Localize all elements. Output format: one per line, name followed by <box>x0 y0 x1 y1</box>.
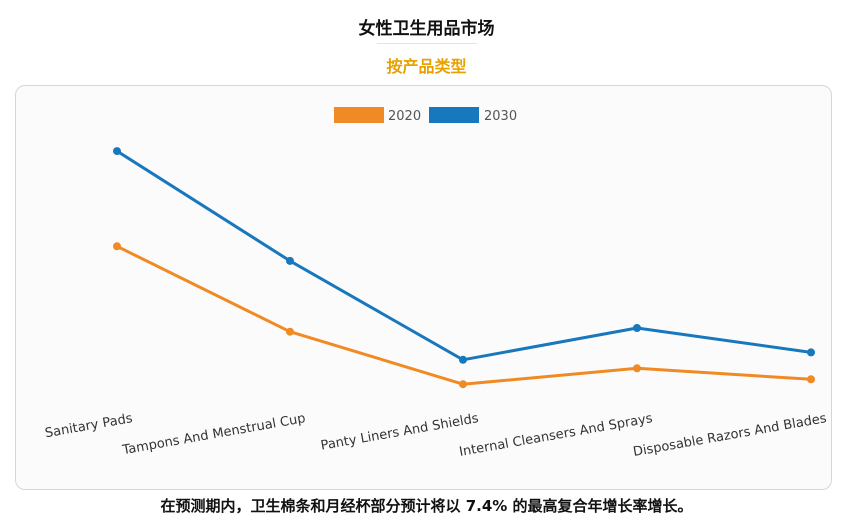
series-lines <box>115 149 813 386</box>
data-point-2020-3 <box>633 364 641 373</box>
data-points <box>113 147 815 389</box>
title-divider <box>377 43 477 44</box>
data-point-2030-2 <box>459 355 467 364</box>
data-point-2030-4 <box>807 348 815 357</box>
data-point-2020-4 <box>807 375 815 384</box>
legend-label-2020: 2020 <box>388 109 421 124</box>
data-point-2030-3 <box>633 324 641 332</box>
data-point-2020-1 <box>286 327 294 336</box>
footnote: 在预测期内，卫生棉条和月经杯部分预计将以 7.4% 的最高复合年增长率增长。 <box>160 497 693 515</box>
data-point-2020-0 <box>113 242 121 251</box>
x-tick-label-3: Internal Cleansers And Sprays <box>458 411 654 460</box>
legend-label-2030: 2030 <box>484 109 517 124</box>
x-tick-label-2: Panty Liners And Shields <box>320 411 480 454</box>
legend-swatch-2020 <box>334 107 384 123</box>
x-tick-label-4: Disposable Razors And Blades <box>632 411 828 460</box>
chart-subtitle: 按产品类型 <box>386 57 467 76</box>
series-line-2030 <box>115 149 813 362</box>
legend-swatch-2030 <box>429 107 479 123</box>
x-tick-label-0: Sanitary Pads <box>44 411 134 441</box>
chart-card: 2020 2030 Sanitary Pads Tampons And Menstr… <box>15 85 832 490</box>
data-point-2030-1 <box>286 256 294 265</box>
data-point-2020-2 <box>459 380 467 389</box>
legend: 2020 2030 <box>334 107 517 124</box>
chart-title: 女性卫生用品市场 <box>358 19 495 39</box>
x-tick-label-1: Tampons And Menstrual Cup <box>120 411 306 458</box>
data-point-2030-0 <box>113 147 121 156</box>
